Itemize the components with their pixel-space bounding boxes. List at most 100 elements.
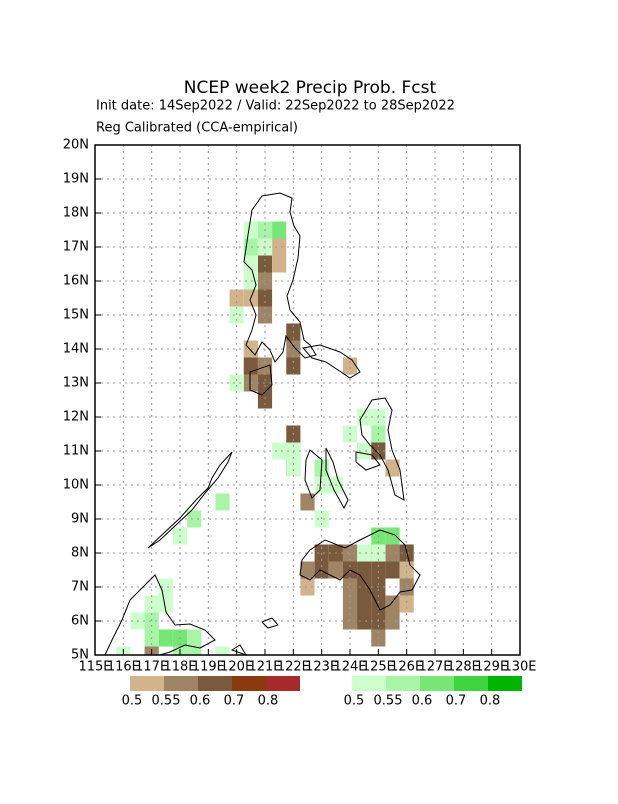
prob-cell <box>229 289 244 307</box>
prob-cell <box>187 646 202 655</box>
legend-swatch <box>488 676 522 691</box>
prob-cell <box>399 595 414 613</box>
legend-swatch <box>232 676 266 691</box>
prob-cell <box>300 493 315 511</box>
y-tick-label: 5N <box>71 648 89 663</box>
legend-swatch <box>130 676 164 691</box>
prob-cell <box>385 459 400 477</box>
prob-cell <box>257 255 273 273</box>
y-tick-label: 17N <box>63 240 89 255</box>
legend-swatch <box>420 676 454 691</box>
legend-label: 0.6 <box>412 694 433 709</box>
legend-label: 0.8 <box>258 694 279 709</box>
prob-cell <box>371 595 386 613</box>
prob-cell <box>257 289 273 307</box>
x-tick-label: 117E <box>135 660 168 675</box>
y-tick-label: 13N <box>63 376 89 391</box>
prob-cell <box>385 561 400 579</box>
prob-cell <box>342 578 358 596</box>
y-tick-label: 20N <box>63 138 89 153</box>
prob-cell <box>272 221 287 239</box>
legend-label: 0.6 <box>190 694 211 709</box>
plot-frame <box>94 144 521 656</box>
x-tick-label: 126E <box>390 660 423 675</box>
prob-cell <box>385 612 400 630</box>
y-tick-label: 19N <box>63 172 89 187</box>
x-tick-label: 129E <box>475 660 508 675</box>
subtitle: Init date: 14Sep2022 / Valid: 22Sep2022 … <box>96 99 455 114</box>
legend-label: 0.7 <box>224 694 245 709</box>
prob-cell <box>385 527 400 545</box>
x-tick-label: 128E <box>447 660 480 675</box>
x-tick-label: 125E <box>362 660 395 675</box>
legend-swatch <box>198 676 232 691</box>
x-tick-label: 130E <box>503 660 536 675</box>
y-tick-label: 18N <box>63 206 89 221</box>
prob-cell <box>357 442 372 460</box>
x-tick-label: 127E <box>418 660 451 675</box>
legend-swatch <box>454 676 488 691</box>
prob-cell <box>257 391 273 409</box>
x-tick-label: 123E <box>305 660 338 675</box>
y-tick-label: 11N <box>63 444 89 459</box>
legend-swatch <box>352 676 386 691</box>
legend-label: 0.5 <box>344 694 365 709</box>
title: NCEP week2 Precip Prob. Fcst <box>184 78 437 98</box>
x-tick-label: 124E <box>333 660 366 675</box>
legend-swatch <box>386 676 420 691</box>
y-tick-label: 7N <box>71 580 89 595</box>
y-tick-label: 16N <box>63 274 89 289</box>
prob-cell <box>158 629 173 647</box>
prob-cell <box>286 357 301 375</box>
x-tick-label: 118E <box>163 660 196 675</box>
prob-cell <box>229 374 244 392</box>
x-tick-label: 116E <box>107 660 140 675</box>
prob-cell <box>314 561 329 579</box>
prob-cell <box>357 595 372 613</box>
x-tick-label: 115E <box>78 660 111 675</box>
prob-cell <box>272 255 287 273</box>
legend-label: 0.5 <box>122 694 143 709</box>
prob-cell <box>257 357 273 375</box>
legend-label: 0.55 <box>152 694 181 709</box>
prob-cell <box>357 578 372 596</box>
prob-cell <box>215 646 230 655</box>
y-tick-label: 15N <box>63 308 89 323</box>
prob-cell <box>314 476 329 494</box>
prob-cell <box>243 221 258 239</box>
prob-cell <box>286 459 301 477</box>
prob-cell <box>272 442 287 460</box>
y-tick-label: 6N <box>71 614 89 629</box>
prob-cell <box>243 374 258 392</box>
x-tick-label: 120E <box>220 660 253 675</box>
y-tick-label: 14N <box>63 342 89 357</box>
prob-cell <box>328 561 343 579</box>
y-tick-label: 12N <box>63 410 89 425</box>
legend-swatch <box>164 676 198 691</box>
legend-label: 0.55 <box>374 694 403 709</box>
prob-cell <box>243 255 258 273</box>
prob-cell <box>272 238 287 256</box>
prob-cell <box>342 357 358 375</box>
prob-cell <box>371 561 386 579</box>
x-tick-label: 119E <box>192 660 225 675</box>
x-tick-label: 121E <box>248 660 281 675</box>
prob-cell <box>158 595 173 613</box>
y-tick-label: 8N <box>71 546 89 561</box>
prob-cell <box>385 544 400 562</box>
prob-cell <box>215 493 230 511</box>
y-tick-label: 9N <box>71 512 89 527</box>
prob-cell <box>385 595 400 613</box>
subtitle: Reg Calibrated (CCA-empirical) <box>96 121 298 136</box>
prob-cell <box>300 578 315 596</box>
prob-cell <box>243 340 258 358</box>
y-tick-label: 10N <box>63 478 89 493</box>
prob-cell <box>342 595 358 613</box>
prob-cell <box>357 561 372 579</box>
prob-cell <box>300 561 315 579</box>
prob-cell <box>144 595 159 613</box>
prob-cell <box>243 272 258 290</box>
legend-label: 0.7 <box>446 694 467 709</box>
prob-cell <box>187 510 202 528</box>
